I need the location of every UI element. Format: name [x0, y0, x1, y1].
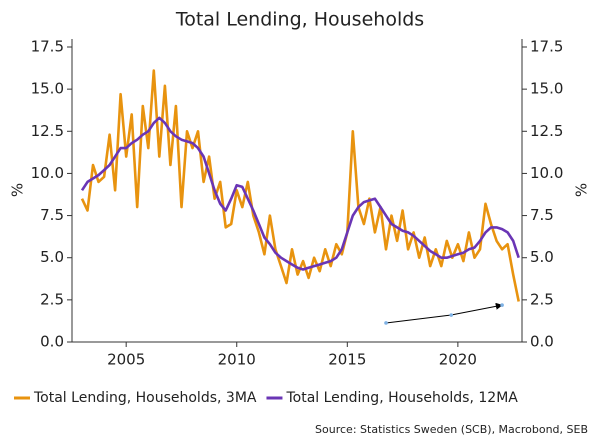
y-tick-label: 12.5 — [31, 122, 64, 140]
y-tick-label: 0.0 — [40, 333, 64, 351]
annotation-point — [384, 321, 388, 325]
y2-tick-label: 17.5 — [530, 38, 563, 56]
y2-tick-label: 2.5 — [530, 290, 554, 308]
y2-tick-label: 10.0 — [530, 164, 563, 182]
y-tick-label: 2.5 — [40, 290, 64, 308]
y2-tick-label: 5.0 — [530, 248, 554, 266]
series-line — [80, 69, 520, 302]
legend-label: Total Lending, Households, 3MA — [33, 390, 257, 406]
chart-title: Total Lending, Households — [175, 9, 424, 31]
annotation-point — [449, 313, 454, 317]
y-tick-label: 15.0 — [31, 80, 64, 98]
y2-axis-label: % — [573, 183, 591, 197]
x-tick-label: 2010 — [218, 351, 256, 369]
y-tick-label: 5.0 — [40, 248, 64, 266]
y2-tick-label: 15.0 — [530, 80, 563, 98]
y-axis-label: % — [9, 183, 27, 197]
y2-tick-label: 7.5 — [530, 206, 554, 224]
x-tick-label: 2015 — [328, 351, 366, 369]
source: Source: Statistics Sweden (SCB), Macrobo… — [315, 423, 588, 436]
annotation-point — [500, 303, 504, 307]
x-tick-label: 2020 — [439, 351, 477, 369]
y-tick-label: 17.5 — [31, 38, 64, 56]
y-tick-label: 7.5 — [40, 206, 64, 224]
y-tick-label: 10.0 — [31, 164, 64, 182]
series-line — [80, 116, 520, 271]
x-tick-label: 2005 — [107, 351, 145, 369]
legend-label: Total Lending, Households, 12MA — [285, 390, 518, 406]
y2-tick-label: 0.0 — [530, 333, 554, 351]
annotation-arrow — [385, 302, 503, 324]
y2-tick-label: 12.5 — [530, 122, 563, 140]
